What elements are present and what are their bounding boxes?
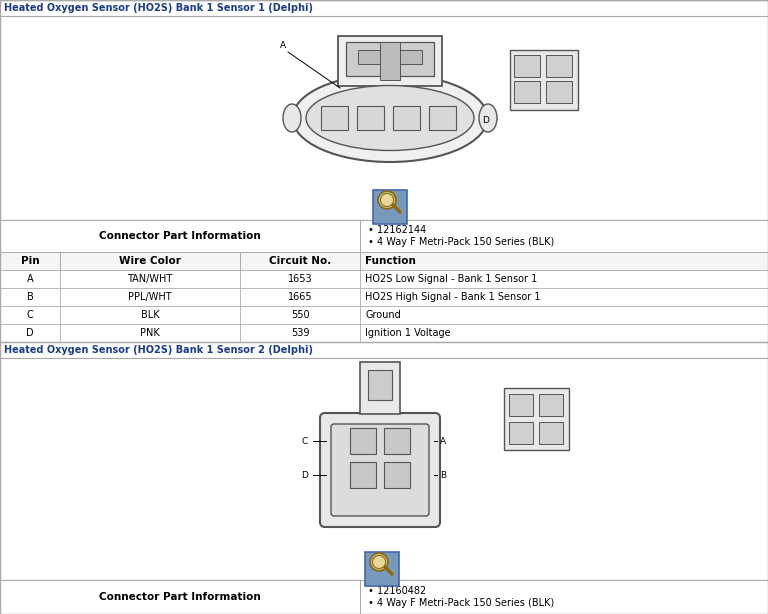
Bar [0,358,768,580]
Text: Pin: Pin [21,256,39,266]
Text: C: C [27,310,33,320]
Ellipse shape [306,85,474,150]
Text: Connector Part Information: Connector Part Information [99,592,261,602]
Bar [338,36,442,86]
Text: A: A [280,41,286,50]
Text: D: D [482,116,489,125]
Text: • 4 Way F Metri-Pack 150 Series (BLK): • 4 Way F Metri-Pack 150 Series (BLK) [368,237,554,247]
Bar [546,81,572,103]
Bar [429,106,456,130]
Bar [380,42,400,80]
Text: B: B [27,292,33,302]
Bar [365,552,399,586]
Bar [539,394,563,416]
Text: PNK: PNK [140,328,160,338]
Text: 550: 550 [290,310,310,320]
Text: Ignition 1 Voltage: Ignition 1 Voltage [365,328,451,338]
Bar [0,288,60,306]
Bar [0,306,60,324]
Text: Wire Color: Wire Color [119,256,181,266]
Text: C: C [302,437,308,446]
Circle shape [372,556,386,569]
Bar [240,288,360,306]
Bar [514,81,540,103]
Bar [350,462,376,488]
Bar [0,580,360,614]
Bar [240,324,360,342]
Bar [60,324,240,342]
Bar [240,270,360,288]
Bar [0,324,60,342]
Bar [504,388,569,450]
Bar [350,428,376,454]
Bar [321,106,348,130]
Bar [360,306,768,324]
Bar [393,106,420,130]
Bar [546,55,572,77]
Text: D: D [26,328,34,338]
Circle shape [380,193,393,206]
Text: D: D [301,470,308,480]
Bar [509,422,533,444]
Text: B: B [440,470,446,480]
Bar [0,16,768,220]
Bar [60,252,240,270]
Ellipse shape [479,104,497,132]
Bar [240,306,360,324]
Bar [0,270,60,288]
Text: Circuit No.: Circuit No. [269,256,331,266]
Bar [60,306,240,324]
Bar [509,394,533,416]
Text: TAN/WHT: TAN/WHT [127,274,173,284]
Bar [384,428,410,454]
Text: PPL/WHT: PPL/WHT [128,292,172,302]
Bar [360,324,768,342]
Bar [360,362,400,414]
FancyBboxPatch shape [320,413,440,527]
Text: 1653: 1653 [288,274,313,284]
Text: HO2S High Signal - Bank 1 Sensor 1: HO2S High Signal - Bank 1 Sensor 1 [365,292,541,302]
Text: • 12160482: • 12160482 [368,586,426,596]
Bar [0,220,360,252]
Bar [360,270,768,288]
Text: A: A [27,274,33,284]
Bar [360,288,768,306]
Bar [0,342,768,358]
Circle shape [370,553,388,571]
Bar [60,270,240,288]
Text: Connector Part Information: Connector Part Information [99,231,261,241]
FancyBboxPatch shape [331,424,429,516]
Bar [373,190,407,224]
Ellipse shape [283,104,301,132]
Text: 539: 539 [291,328,310,338]
Ellipse shape [293,74,488,162]
Text: Ground: Ground [365,310,401,320]
Text: HO2S Low Signal - Bank 1 Sensor 1: HO2S Low Signal - Bank 1 Sensor 1 [365,274,538,284]
Bar [384,462,410,488]
Bar [360,580,768,614]
Bar [368,370,392,400]
Circle shape [378,191,396,209]
Text: 1665: 1665 [288,292,313,302]
Bar [357,106,384,130]
Bar [0,0,768,16]
Text: Heated Oxygen Sensor (HO2S) Bank 1 Sensor 1 (Delphi): Heated Oxygen Sensor (HO2S) Bank 1 Senso… [4,3,313,13]
Bar [539,422,563,444]
Bar [0,252,60,270]
Bar [360,252,768,270]
Bar [358,50,422,64]
Bar [514,55,540,77]
Text: Heated Oxygen Sensor (HO2S) Bank 1 Sensor 2 (Delphi): Heated Oxygen Sensor (HO2S) Bank 1 Senso… [4,345,313,355]
Text: • 4 Way F Metri-Pack 150 Series (BLK): • 4 Way F Metri-Pack 150 Series (BLK) [368,598,554,608]
Text: BLK: BLK [141,310,159,320]
Bar [60,288,240,306]
Bar [240,252,360,270]
Bar [360,220,768,252]
Text: Function: Function [365,256,416,266]
Text: A: A [440,437,446,446]
Text: • 12162144: • 12162144 [368,225,426,235]
Bar [510,50,578,110]
Bar [346,42,434,76]
